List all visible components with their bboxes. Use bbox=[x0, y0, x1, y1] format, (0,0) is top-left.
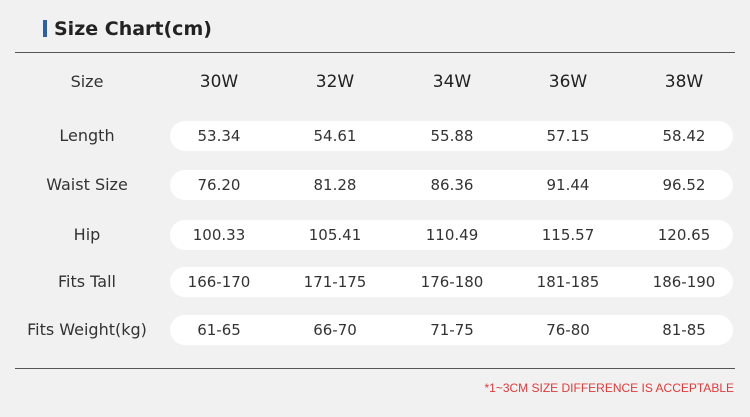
cell: 55.88 bbox=[430, 127, 474, 145]
cell: 110.49 bbox=[425, 226, 479, 244]
header-cell: 32W bbox=[315, 72, 355, 92]
cell: 66-70 bbox=[313, 321, 357, 339]
row-label: Hip bbox=[73, 225, 101, 244]
cell: 105.41 bbox=[308, 226, 362, 244]
cell: 76-80 bbox=[546, 321, 590, 339]
divider bbox=[15, 368, 735, 369]
row-background bbox=[170, 170, 733, 200]
cell: 81-85 bbox=[662, 321, 706, 339]
title-accent bbox=[43, 20, 47, 37]
cell: 176-180 bbox=[420, 273, 484, 291]
title: Size Chart(cm) bbox=[54, 18, 212, 40]
cell: 171-175 bbox=[303, 273, 367, 291]
cell: 71-75 bbox=[430, 321, 474, 339]
header-cell: 34W bbox=[432, 72, 472, 92]
cell: 186-190 bbox=[652, 273, 716, 291]
cell: 96.52 bbox=[662, 176, 706, 194]
footnote: *1~3CM SIZE DIFFERENCE IS ACCEPTABLE bbox=[484, 381, 734, 395]
divider bbox=[15, 52, 735, 53]
row-label: Fits Tall bbox=[58, 272, 116, 291]
row-background bbox=[170, 267, 733, 297]
row-label: Length bbox=[59, 126, 115, 145]
cell: 81.28 bbox=[313, 176, 357, 194]
cell: 58.42 bbox=[662, 127, 706, 145]
cell: 76.20 bbox=[197, 176, 241, 194]
header-label: Size bbox=[70, 72, 104, 91]
row-background bbox=[170, 220, 733, 250]
cell: 166-170 bbox=[187, 273, 251, 291]
cell: 86.36 bbox=[430, 176, 474, 194]
cell: 54.61 bbox=[313, 127, 357, 145]
cell: 53.34 bbox=[197, 127, 241, 145]
row-label: Fits Weight(kg) bbox=[27, 320, 147, 339]
header-cell: 38W bbox=[664, 72, 704, 92]
cell: 100.33 bbox=[192, 226, 246, 244]
cell: 61-65 bbox=[197, 321, 241, 339]
cell: 115.57 bbox=[541, 226, 595, 244]
cell: 120.65 bbox=[657, 226, 711, 244]
row-label: Waist Size bbox=[46, 175, 128, 194]
cell: 57.15 bbox=[546, 127, 590, 145]
header-cell: 36W bbox=[548, 72, 588, 92]
cell: 91.44 bbox=[546, 176, 590, 194]
header-cell: 30W bbox=[199, 72, 239, 92]
cell: 181-185 bbox=[536, 273, 600, 291]
row-background bbox=[170, 315, 733, 345]
row-background bbox=[170, 121, 733, 151]
